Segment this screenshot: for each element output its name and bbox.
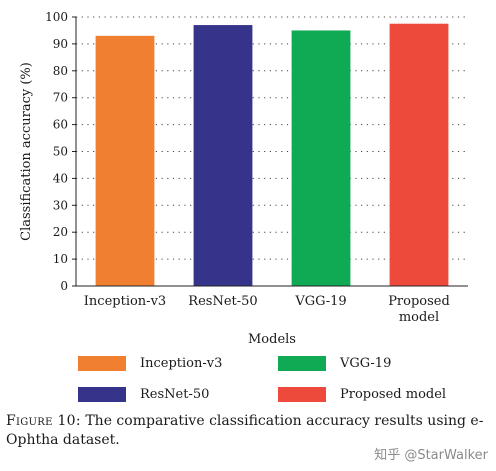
- x-category-label: Proposed model: [388, 294, 450, 325]
- axes: [72, 16, 468, 287]
- y-axis-title: Classification accuracy (%): [19, 62, 34, 241]
- legend-item-vgg: VGG-19: [278, 356, 391, 371]
- legend-swatch-inception: [78, 356, 126, 371]
- y-tick-label: 40: [53, 171, 68, 185]
- caption-text: The comparative classification accuracy …: [6, 413, 484, 448]
- y-tick-label: 20: [53, 225, 68, 239]
- legend-swatch-vgg: [278, 356, 326, 371]
- legend-label-vgg: VGG-19: [340, 356, 392, 371]
- bar: [95, 35, 155, 286]
- y-tick-label: 30: [53, 198, 68, 212]
- bar: [389, 23, 449, 286]
- x-category-label: ResNet-50: [188, 294, 257, 309]
- y-tick-label: 10: [53, 252, 68, 266]
- x-category-label: Inception-v3: [84, 294, 166, 309]
- legend-swatch-resnet: [78, 387, 126, 402]
- legend-label-resnet: ResNet-50: [140, 387, 210, 402]
- legend-swatch-proposed: [278, 387, 326, 402]
- y-tick-labels: 0 10 20 30 40 50 60 70 80 90 100: [45, 10, 68, 293]
- legend-label-inception: Inception-v3: [140, 356, 223, 371]
- y-tick-label: 80: [53, 64, 68, 78]
- bar: [193, 25, 253, 286]
- bar-chart: 0 10 20 30 40 50 60 70 80 90 100 Inception-v3 ResNe…: [19, 10, 468, 347]
- legend-label-proposed: Proposed model: [340, 387, 447, 402]
- y-tick-label: 90: [53, 37, 68, 51]
- y-tick-label: 0: [60, 279, 68, 293]
- bars: [95, 23, 449, 287]
- y-tick-label: 50: [53, 145, 68, 159]
- legend-item-proposed: Proposed model: [278, 387, 446, 402]
- figure-caption: Figure 10: The comparative classificatio…: [6, 412, 490, 450]
- y-tick-label: 100: [45, 10, 68, 24]
- x-category-labels: Inception-v3 ResNet-50 VGG-19 Proposed model: [84, 294, 450, 325]
- y-tick-label: 60: [53, 118, 68, 132]
- legend-item-inception: Inception-v3: [78, 356, 222, 371]
- x-category-label: VGG-19: [294, 294, 346, 309]
- legend-item-resnet: ResNet-50: [78, 387, 209, 402]
- caption-label: Figure 10:: [6, 413, 81, 429]
- x-axis-title: Models: [248, 332, 296, 347]
- y-tick-label: 70: [53, 91, 68, 105]
- watermark: 知乎 @StarWalker: [374, 448, 488, 463]
- bar: [291, 30, 351, 287]
